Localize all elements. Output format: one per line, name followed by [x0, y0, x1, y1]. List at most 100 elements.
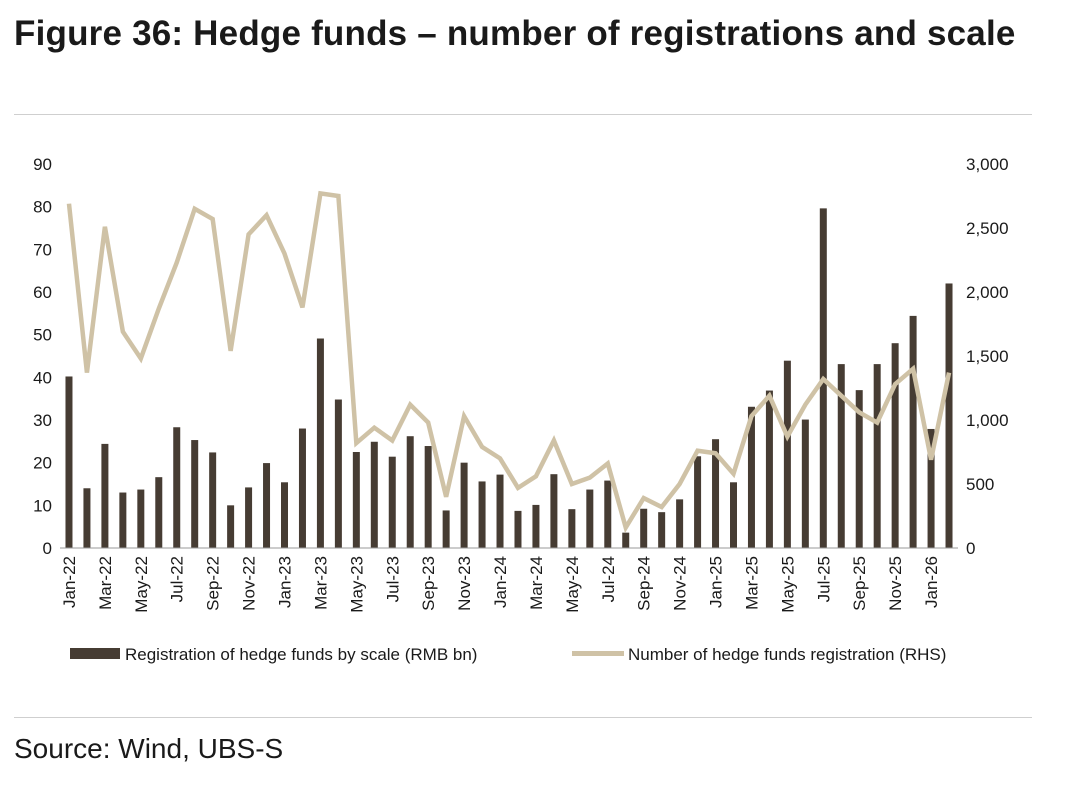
- bar: [370, 441, 378, 548]
- x-axis-tick-label: Jan-26: [922, 556, 941, 608]
- bar: [263, 463, 271, 548]
- bar: [855, 390, 863, 548]
- right-axis-tick-label: 2,000: [966, 283, 1009, 302]
- x-axis: Jan-22 Mar-22 May-22 Jul-22 Sep-22 Nov-22 Jan-…: [60, 556, 941, 613]
- bar: [119, 492, 127, 548]
- bar: [730, 482, 737, 548]
- legend-swatch-bar: [70, 648, 120, 659]
- bar: [945, 283, 953, 548]
- x-axis-tick-label: Mar-22: [96, 556, 115, 610]
- legend-label-bar: Registration of hedge funds by scale (RM…: [125, 645, 477, 664]
- legend-label-line: Number of hedge funds registration (RHS): [628, 645, 946, 664]
- bar: [514, 510, 522, 548]
- x-axis-tick-label: Sep-22: [204, 556, 223, 611]
- bar-series-scale: [65, 208, 953, 548]
- right-axis-tick-label: 1,500: [966, 347, 1009, 366]
- line-series-registrations: [66, 190, 952, 534]
- source-note: Source: Wind, UBS-S: [14, 733, 284, 764]
- x-axis-tick-label: Jul-24: [599, 556, 618, 602]
- bar: [173, 427, 181, 548]
- bar: [532, 504, 540, 548]
- x-axis-tick-label: Jan-25: [707, 556, 726, 608]
- bar: [352, 452, 360, 548]
- right-axis-tick-label: 1,000: [966, 411, 1009, 430]
- bar: [622, 532, 630, 548]
- bar: [155, 477, 163, 548]
- x-axis-tick-label: Mar-25: [742, 556, 761, 610]
- bar: [406, 436, 414, 548]
- hedge-funds-chart: 0 10 20 30 40 50 60 70 80 90 0 500 1,000 1,500 2,000 2…: [33, 155, 1009, 664]
- right-axis-tick-label: 0: [966, 539, 975, 558]
- x-axis-tick-label: Jul-22: [168, 556, 187, 602]
- top-divider: [14, 114, 1032, 115]
- bar: [388, 456, 396, 548]
- bar: [891, 343, 899, 548]
- x-axis-tick-label: Jan-22: [60, 556, 79, 608]
- x-axis-tick-label: Jan-24: [491, 556, 510, 608]
- right-axis-tick-label: 3,000: [966, 155, 1009, 174]
- left-axis-tick-label: 0: [43, 539, 52, 558]
- bar: [604, 480, 612, 548]
- bar: [640, 508, 648, 548]
- bar: [927, 428, 935, 548]
- x-axis-tick-label: May-25: [778, 556, 797, 613]
- left-axis-tick-label: 40: [33, 368, 52, 387]
- right-axis-tick-label: 500: [966, 475, 994, 494]
- x-axis-tick-label: Nov-24: [671, 556, 690, 611]
- bar: [801, 419, 809, 548]
- bar: [316, 338, 324, 548]
- left-axis-tick-label: 20: [33, 454, 52, 473]
- legend: Registration of hedge funds by scale (RM…: [70, 645, 946, 664]
- left-axis-tick-label: 70: [33, 240, 52, 259]
- x-axis-tick-label: Sep-24: [635, 556, 654, 611]
- x-axis-tick-label: Mar-23: [311, 556, 330, 610]
- left-axis-tick-label: 80: [33, 198, 52, 217]
- left-axis: 0 10 20 30 40 50 60 70 80 90: [33, 155, 52, 558]
- x-axis-tick-label: Sep-23: [419, 556, 438, 611]
- bar: [873, 364, 881, 548]
- x-axis-tick-label: Mar-24: [527, 556, 546, 610]
- bar: [909, 315, 917, 548]
- bar: [765, 390, 773, 548]
- bar: [334, 399, 342, 548]
- bar: [712, 439, 720, 548]
- bar: [586, 489, 594, 548]
- x-axis-tick-label: Jul-25: [814, 556, 833, 602]
- bar: [209, 452, 217, 548]
- left-axis-tick-label: 10: [33, 496, 52, 515]
- bar: [191, 440, 199, 548]
- left-axis-tick-label: 50: [33, 326, 52, 345]
- bar: [783, 360, 791, 548]
- right-axis-tick-label: 2,500: [966, 219, 1009, 238]
- bar: [298, 428, 306, 548]
- bar: [101, 443, 109, 548]
- bar: [568, 509, 576, 548]
- x-axis-tick-label: Jul-23: [383, 556, 402, 602]
- left-axis-tick-label: 60: [33, 283, 52, 302]
- bar: [496, 474, 504, 548]
- x-axis-tick-label: May-23: [347, 556, 366, 613]
- figure-title: Figure 36: Hedge funds – number of regis…: [14, 14, 1016, 53]
- bar: [424, 446, 432, 548]
- x-axis-tick-label: May-24: [563, 556, 582, 613]
- bar: [442, 510, 450, 548]
- left-axis-tick-label: 90: [33, 155, 52, 174]
- x-axis-tick-label: Nov-23: [455, 556, 474, 611]
- right-axis: 0 500 1,000 1,500 2,000 2,500 3,000: [966, 155, 1009, 558]
- x-axis-tick-label: Nov-22: [240, 556, 259, 611]
- x-axis-tick-label: May-22: [132, 556, 151, 613]
- x-axis-tick-label: Jan-23: [276, 556, 295, 608]
- bar: [460, 462, 468, 548]
- bar: [478, 481, 486, 548]
- bar: [747, 406, 755, 548]
- bar: [227, 505, 235, 548]
- bar: [676, 499, 684, 548]
- bottom-divider: [14, 717, 1032, 718]
- bar: [83, 488, 91, 548]
- x-axis-tick-label: Sep-25: [850, 556, 869, 611]
- x-axis-tick-label: Nov-25: [886, 556, 905, 611]
- bar: [694, 456, 702, 548]
- bar: [245, 487, 253, 548]
- bar: [658, 512, 666, 548]
- bar: [837, 364, 845, 548]
